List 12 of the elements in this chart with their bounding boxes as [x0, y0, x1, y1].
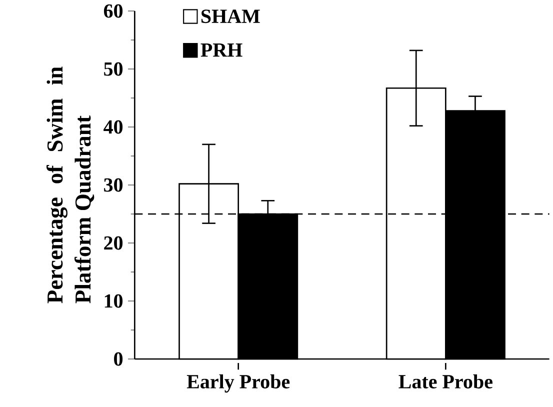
x-tick-label: Early Probe — [186, 374, 290, 393]
y-tick-label: 50 — [104, 62, 123, 76]
y-tick-label: 20 — [104, 236, 123, 250]
y-tick-label: 10 — [104, 294, 123, 308]
x-tick-label: Late Probe — [398, 374, 492, 388]
y-axis-title: Percentage of Swim in Platform Quadrant — [46, 66, 94, 304]
legend-label: PRH — [200, 44, 242, 57]
y-tick-label: 0 — [114, 352, 123, 366]
y-tick-label: 30 — [104, 178, 123, 192]
legend-label: SHAM — [201, 10, 260, 24]
y-tick-label: 40 — [104, 120, 123, 134]
y-tick-label: 60 — [104, 4, 123, 18]
